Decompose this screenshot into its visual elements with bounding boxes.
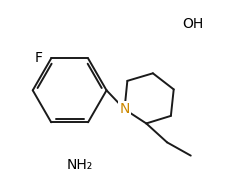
Text: NH₂: NH₂ xyxy=(67,158,93,172)
Text: F: F xyxy=(34,51,42,65)
Text: OH: OH xyxy=(182,17,203,31)
Text: N: N xyxy=(119,102,129,116)
